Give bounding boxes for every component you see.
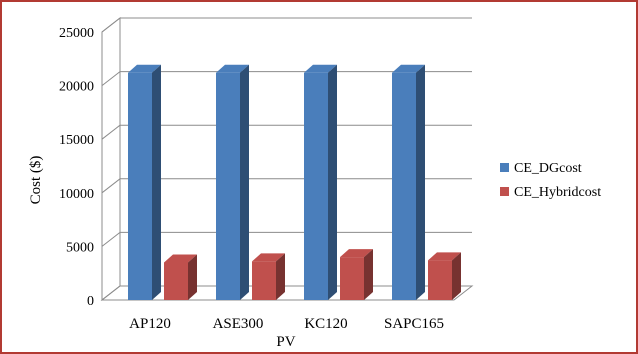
legend-label: CE_DGcost — [514, 161, 582, 176]
legend-swatch — [500, 187, 509, 196]
bar-front — [340, 257, 364, 300]
bar-CE_DGcost-SAPC165 — [392, 64, 425, 301]
bar-front — [128, 72, 152, 301]
bar-CE_Hybridcost-AP120 — [164, 254, 197, 300]
y-tick-labels: 0 5000 10000 15000 20000 25000 — [59, 26, 94, 309]
x-category-label: ASE300 — [213, 316, 264, 332]
legend: CE_DGcost CE_Hybridcost — [500, 161, 601, 200]
x-category-label: SAPC165 — [384, 316, 444, 332]
y-tick-label: 20000 — [59, 80, 94, 95]
y-tick-label: 25000 — [59, 26, 94, 41]
bar-CE_DGcost-KC120 — [304, 64, 337, 301]
bar-side — [364, 249, 373, 300]
bar-top — [216, 64, 249, 73]
bar-top — [164, 254, 197, 263]
gridline-side — [101, 232, 121, 247]
bars — [128, 64, 461, 301]
bar-side — [152, 64, 161, 301]
gridline-side — [101, 285, 121, 301]
gridline-side — [101, 124, 121, 140]
bar-front — [252, 261, 276, 300]
bar-front — [164, 262, 188, 300]
bar-CE_Hybridcost-SAPC165 — [428, 252, 461, 300]
x-axis-title: PV — [276, 334, 295, 350]
bar-CE_DGcost-AP120 — [128, 64, 161, 301]
bar-top — [252, 253, 285, 262]
bar-CE_Hybridcost-KC120 — [340, 249, 373, 300]
bar-side — [452, 252, 461, 300]
bar-top — [128, 64, 161, 73]
side-wall — [101, 16, 121, 302]
bar-side — [276, 253, 285, 300]
bar-front — [304, 72, 328, 301]
legend-label: CE_Hybridcost — [514, 185, 601, 200]
bar-top — [392, 64, 425, 73]
bar-front — [392, 72, 416, 301]
gridline-side — [101, 71, 121, 86]
y-tick-label: 5000 — [66, 240, 94, 255]
x-category-labels: AP120 ASE300 KC120 SAPC165 — [129, 316, 444, 332]
bar-CE_Hybridcost-ASE300 — [252, 253, 285, 300]
y-tick-label: 10000 — [59, 187, 94, 202]
bar-side — [240, 64, 249, 301]
gridline-side — [101, 178, 121, 194]
bar-side — [188, 254, 197, 300]
bar-side — [416, 64, 425, 301]
bar-top — [304, 64, 337, 73]
y-axis-title: Cost ($) — [28, 156, 44, 205]
bar-CE_DGcost-ASE300 — [216, 64, 249, 301]
y-tick-label: 0 — [87, 294, 94, 309]
bar-side — [328, 64, 337, 301]
bar-top — [340, 249, 373, 258]
gridline-side — [101, 17, 121, 33]
y-tick-label: 15000 — [59, 133, 94, 148]
legend-swatch — [500, 163, 509, 172]
bar-top — [428, 252, 461, 261]
x-category-label: KC120 — [304, 316, 347, 332]
x-category-label: AP120 — [129, 316, 171, 332]
bar-front — [216, 72, 240, 301]
bar-front — [428, 260, 452, 300]
